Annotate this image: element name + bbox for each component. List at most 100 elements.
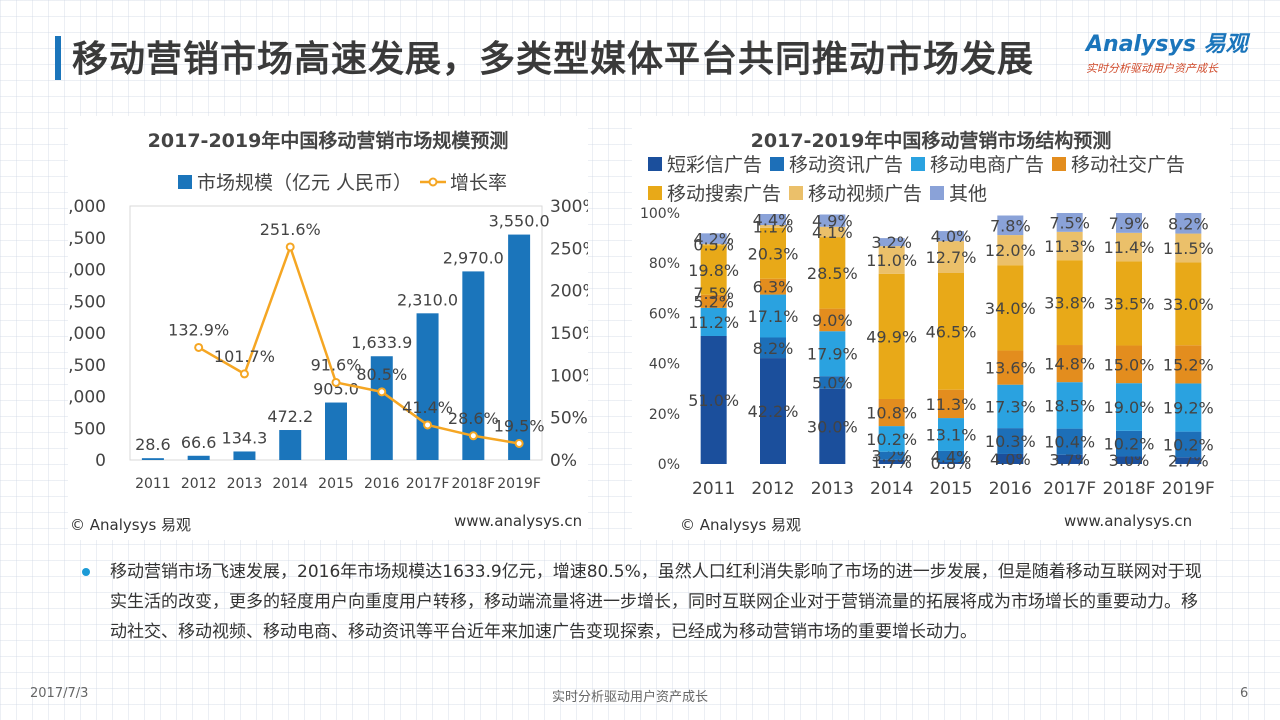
bar-market-size bbox=[233, 451, 256, 460]
stacked-segment bbox=[1116, 213, 1142, 233]
bar-market-size bbox=[508, 234, 531, 460]
growth-rate-line bbox=[198, 243, 520, 445]
growth-rate-point bbox=[239, 369, 249, 379]
segment-value-label: 14.8% bbox=[1044, 355, 1095, 374]
segment-value-label: 15.2% bbox=[1163, 355, 1214, 374]
stacked-segment bbox=[1175, 431, 1202, 458]
segment-value-label: 5.0% bbox=[812, 373, 853, 392]
stacked-segment bbox=[938, 450, 964, 462]
stacked-segment bbox=[819, 376, 846, 389]
stacked-segment bbox=[819, 214, 846, 227]
x-tick-label: 2011 bbox=[135, 476, 171, 492]
stacked-segment bbox=[997, 453, 1024, 464]
bar-market-size bbox=[187, 455, 210, 460]
bar-market-size bbox=[370, 356, 393, 460]
legend-label-growth: 增长率 bbox=[450, 172, 508, 194]
segment-value-label: 49.9% bbox=[866, 327, 917, 346]
stacked-segment bbox=[997, 215, 1024, 236]
legend-item-market-size: 市场规模（亿元 人民币） bbox=[178, 168, 412, 195]
stacked-segment bbox=[700, 335, 727, 464]
segment-value-label: 4.4% bbox=[753, 211, 794, 230]
x-tick-label: 2017F bbox=[406, 476, 450, 492]
legend-item-structure: 移动电商广告 bbox=[911, 150, 1044, 177]
legend-swatch bbox=[648, 156, 662, 171]
segment-value-label: 19.8% bbox=[688, 261, 739, 280]
segment-value-label: 13.1% bbox=[926, 426, 977, 445]
growth-rate-label: 101.7% bbox=[214, 347, 275, 366]
segment-value-label: 42.2% bbox=[748, 402, 799, 421]
legend-item-structure: 其他 bbox=[930, 179, 987, 206]
segment-value-label: 10.4% bbox=[1044, 433, 1095, 452]
x-tick-label: 2012 bbox=[181, 476, 217, 492]
legend-label: 短彩信广告 bbox=[667, 154, 763, 176]
legend-swatch bbox=[930, 185, 945, 200]
bar-value-label: 1,633.9 bbox=[351, 333, 412, 352]
segment-value-label: 18.5% bbox=[1044, 396, 1095, 415]
segment-value-label: 10.2% bbox=[1104, 435, 1155, 454]
chart2-source: © Analysys 易观 bbox=[680, 516, 802, 534]
y-left-tick-label: 0 bbox=[95, 451, 106, 471]
segment-value-label: 10.8% bbox=[866, 404, 917, 423]
x-tick-label: 2018F bbox=[1102, 479, 1155, 499]
segment-value-label: 19.0% bbox=[1104, 398, 1155, 417]
stacked-segment bbox=[1056, 382, 1083, 429]
y-tick-label: 20% bbox=[649, 407, 680, 423]
x-tick-label: 2016 bbox=[364, 476, 400, 492]
segment-value-label: 4.1% bbox=[812, 223, 853, 242]
segment-value-label: 6.3% bbox=[753, 278, 794, 297]
market-structure-legend: 短彩信广告 移动资讯广告 移动电商广告 移动社交广告 移动搜索广告 移动视频广告 其他 bbox=[648, 150, 1228, 206]
x-tick-label: 2016 bbox=[989, 479, 1032, 499]
segment-value-label: 4.0% bbox=[931, 227, 972, 246]
x-tick-label: 2017F bbox=[1043, 479, 1096, 499]
legend-item-structure: 移动搜索广告 bbox=[648, 179, 781, 206]
x-tick-label: 2013 bbox=[811, 479, 854, 499]
segment-value-label: 3.7% bbox=[1049, 450, 1090, 469]
stacked-segment bbox=[760, 337, 786, 359]
segment-value-label: 8.2% bbox=[753, 339, 794, 358]
stacked-segment bbox=[938, 241, 964, 273]
segment-value-label: 34.0% bbox=[985, 299, 1036, 318]
bar-value-label: 28.6 bbox=[135, 435, 171, 454]
stacked-segment bbox=[819, 331, 846, 377]
analysys-logo: Analysys 易观 实时分析驱动用户资产成长 bbox=[1086, 26, 1256, 76]
segment-value-label: 11.2% bbox=[688, 313, 739, 332]
growth-rate-point bbox=[194, 342, 204, 352]
segment-value-label: 11.5% bbox=[1163, 239, 1214, 258]
x-tick-label: 2019F bbox=[1162, 479, 1215, 499]
growth-rate-point bbox=[514, 438, 524, 448]
growth-rate-point bbox=[377, 387, 387, 397]
stacked-segment bbox=[938, 231, 964, 242]
segment-value-label: 33.0% bbox=[1163, 295, 1214, 314]
stacked-segment bbox=[700, 233, 727, 244]
legend-swatch bbox=[648, 185, 662, 200]
segment-value-label: 11.3% bbox=[1044, 237, 1095, 256]
summary-text: 移动营销市场飞速发展，2016年市场规模达1633.9亿元，增速80.5%，虽然… bbox=[110, 562, 1202, 642]
bar-market-size bbox=[141, 458, 164, 460]
legend-item-structure: 移动社交广告 bbox=[1052, 150, 1185, 177]
segment-value-label: 10.2% bbox=[1163, 435, 1214, 454]
segment-value-label: 11.0% bbox=[866, 251, 917, 270]
segment-value-label: 19.2% bbox=[1163, 399, 1214, 418]
summary-bullet bbox=[82, 568, 90, 576]
stacked-segment bbox=[819, 388, 846, 464]
bar-market-size bbox=[325, 402, 347, 460]
bar-value-label: 66.6 bbox=[181, 433, 217, 452]
legend-label: 移动电商广告 bbox=[930, 154, 1045, 176]
growth-rate-point bbox=[331, 377, 341, 387]
stacked-segment bbox=[700, 243, 727, 246]
segment-value-label: 15.0% bbox=[1104, 355, 1155, 374]
stacked-segment bbox=[1056, 213, 1083, 232]
y-left-tick-label: 2,500 bbox=[68, 292, 106, 312]
segment-value-label: 17.9% bbox=[807, 345, 858, 364]
y-left-tick-label: 500 bbox=[74, 419, 106, 439]
stacked-segment bbox=[997, 384, 1024, 429]
stacked-segment bbox=[878, 238, 905, 247]
growth-rate-label: 19.5% bbox=[494, 416, 545, 435]
stacked-segment bbox=[938, 461, 964, 464]
bar-value-label: 472.2 bbox=[267, 407, 313, 426]
segment-value-label: 4.4% bbox=[931, 447, 972, 466]
segment-value-label: 4.0% bbox=[990, 450, 1031, 469]
stacked-segment bbox=[1175, 383, 1202, 432]
segment-value-label: 12.0% bbox=[985, 241, 1036, 260]
segment-value-label: 9.0% bbox=[812, 311, 853, 330]
